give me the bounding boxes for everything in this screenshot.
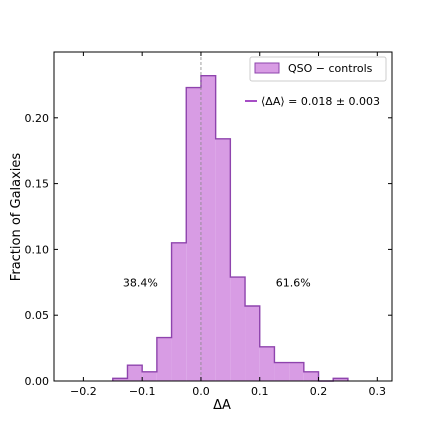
y-tick-label: 0.10 bbox=[25, 243, 50, 256]
percentage-annotations: 38.4% 61.6% bbox=[123, 276, 311, 289]
x-tick-label: 0.2 bbox=[310, 385, 328, 398]
histogram-bar-3 bbox=[156, 337, 172, 381]
axis-ticks: −0.2 −0.1 0.0 0.1 0.2 0.3 0.00 0.05 0.10 0.15 0.20 bbox=[25, 52, 392, 398]
histogram-outline bbox=[112, 74, 349, 382]
x-tick-label: 0.0 bbox=[192, 385, 210, 398]
histogram-bar-4 bbox=[171, 242, 187, 381]
percentage-annotation-1: 61.6% bbox=[276, 276, 311, 289]
histogram-bar-12 bbox=[289, 362, 304, 381]
histogram-bar-9 bbox=[245, 305, 260, 381]
legend-patch-icon bbox=[254, 62, 280, 74]
x-tick-label: −0.2 bbox=[70, 385, 97, 398]
histogram-bar-6 bbox=[200, 75, 216, 382]
histogram-bar-15 bbox=[333, 378, 348, 381]
y-tick-label: 0.05 bbox=[25, 309, 50, 322]
histogram-bar-0 bbox=[112, 378, 128, 381]
y-tick-label: 0.20 bbox=[25, 112, 50, 125]
x-tick-label: −0.1 bbox=[129, 385, 156, 398]
plot-frame bbox=[53, 51, 393, 382]
legend-box bbox=[249, 56, 387, 82]
histogram-bar-7 bbox=[215, 138, 231, 381]
y-axis-label: Fraction of Galaxies bbox=[9, 153, 24, 282]
histogram-bar-11 bbox=[274, 362, 290, 381]
x-tick-label: 0.1 bbox=[251, 385, 269, 398]
percentage-annotation-0: 38.4% bbox=[123, 276, 158, 289]
histogram-bar-5 bbox=[186, 87, 201, 382]
legend: QSO − controls ⟨ΔA⟩ = 0.018 ± 0.003 bbox=[245, 56, 387, 108]
histogram-bar-2 bbox=[142, 371, 157, 381]
histogram-bar-1 bbox=[127, 365, 143, 381]
histogram-bars bbox=[112, 74, 349, 382]
histogram-bar-8 bbox=[230, 277, 246, 381]
histogram-bar-10 bbox=[259, 346, 275, 381]
y-tick-label: 0.15 bbox=[25, 178, 50, 191]
legend-entry-qso-controls: QSO − controls bbox=[288, 62, 373, 75]
legend-entry-mean-delta-a: ⟨ΔA⟩ = 0.018 ± 0.003 bbox=[261, 95, 380, 108]
x-tick-label: 0.3 bbox=[369, 385, 387, 398]
y-tick-label: 0.00 bbox=[25, 375, 50, 388]
histogram-bar-13 bbox=[303, 371, 319, 381]
x-axis-label: ΔA bbox=[213, 398, 231, 413]
